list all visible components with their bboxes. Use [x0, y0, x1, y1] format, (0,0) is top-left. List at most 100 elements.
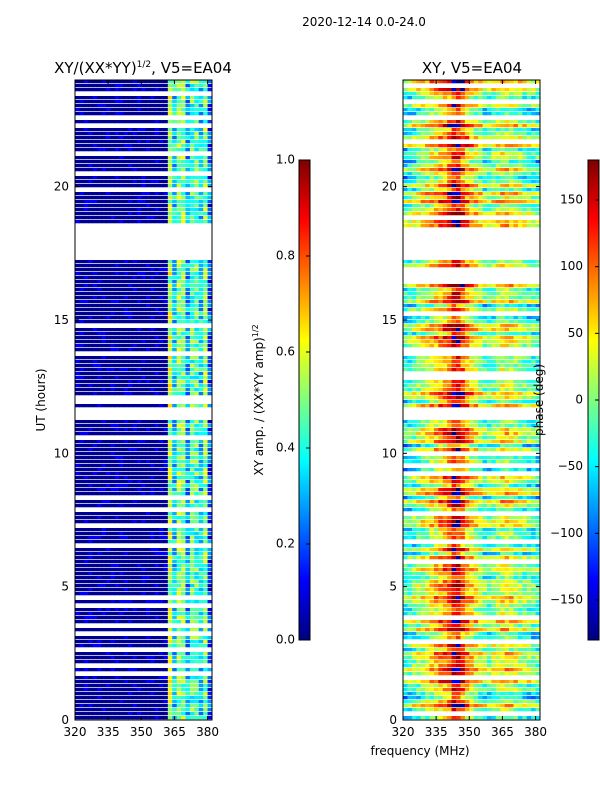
heatmap-cell [460, 572, 466, 576]
heatmap-cell [123, 316, 129, 320]
heatmap-cell [150, 288, 155, 292]
heatmap-cell [403, 624, 408, 628]
heatmap-cell [110, 196, 116, 200]
heatmap-cell [176, 200, 182, 204]
heatmap-cell [136, 192, 142, 196]
heatmap-cell [154, 340, 160, 344]
heatmap-cell [79, 552, 85, 556]
heatmap-cell [478, 624, 483, 628]
heatmap-cell [460, 680, 466, 684]
heatmap-cell [189, 540, 195, 544]
heatmap-cell [198, 212, 204, 216]
heatmap-cell [154, 136, 160, 140]
heatmap-cell [407, 716, 413, 720]
heatmap-cell [486, 696, 492, 700]
heatmap-cell [158, 368, 164, 372]
heatmap-cell [97, 476, 102, 480]
heatmap-cell [207, 440, 213, 444]
heatmap-cell [88, 176, 94, 180]
heatmap-cell [442, 684, 448, 688]
left-ylabel: UT (hours) [34, 368, 48, 431]
heatmap-cell [460, 692, 466, 696]
heatmap-cell [123, 128, 129, 132]
heatmap-cell [88, 688, 94, 692]
heatmap-cell [110, 568, 116, 572]
heatmap-cell [207, 716, 213, 720]
heatmap-cell [101, 184, 107, 188]
heatmap-cell [456, 588, 461, 592]
heatmap-cell [119, 600, 125, 604]
heatmap-cell [75, 168, 80, 172]
heatmap-cell [145, 520, 151, 524]
heatmap-cell [194, 612, 200, 616]
heatmap-cell [172, 444, 178, 448]
heatmap-cell [132, 532, 138, 536]
heatmap-cell [207, 284, 213, 288]
heatmap-cell [176, 548, 182, 552]
heatmap-cell [531, 652, 536, 656]
heatmap-cell [172, 96, 178, 100]
heatmap-cell [88, 620, 94, 624]
heatmap-cell [141, 488, 147, 492]
heatmap-cell [88, 208, 94, 212]
heatmap-cell [83, 576, 89, 580]
heatmap-cell [517, 644, 523, 648]
heatmap-cell [119, 532, 125, 536]
heatmap-cell [189, 448, 195, 452]
heatmap-cell [75, 96, 80, 100]
heatmap-cell [203, 628, 208, 632]
y-tick-label: 5 [61, 580, 69, 594]
heatmap-cell [185, 652, 191, 656]
heatmap-cell [522, 644, 528, 648]
heatmap-cell [128, 572, 133, 576]
heatmap-cell [189, 180, 195, 184]
heatmap-cell [456, 696, 461, 700]
heatmap-cell [136, 88, 142, 92]
heatmap-cell [141, 700, 147, 704]
heatmap-cell [442, 584, 448, 588]
heatmap-cell [198, 136, 204, 140]
heatmap-cell [176, 488, 182, 492]
heatmap-cell [141, 460, 147, 464]
heatmap-cell [105, 712, 111, 716]
heatmap-cell [451, 696, 457, 700]
heatmap-cell [464, 612, 470, 616]
heatmap-cell [189, 680, 195, 684]
heatmap-cell [136, 612, 142, 616]
heatmap-cell [154, 184, 160, 188]
heatmap-cell [176, 148, 182, 152]
heatmap-cell [207, 572, 213, 576]
heatmap-cell [119, 160, 125, 164]
heatmap-cell [123, 668, 129, 672]
heatmap-cell [181, 548, 186, 552]
heatmap-cell [194, 176, 200, 180]
heatmap-cell [522, 608, 528, 612]
heatmap-cell [75, 460, 80, 464]
heatmap-cell [97, 180, 102, 184]
heatmap-cell [79, 680, 85, 684]
heatmap-cell [128, 484, 133, 488]
heatmap-cell [79, 452, 85, 456]
heatmap-cell [92, 164, 98, 168]
heatmap-cell [136, 432, 142, 436]
heatmap-cell [469, 568, 475, 572]
heatmap-cell [158, 364, 164, 368]
heatmap-cell [128, 636, 133, 640]
heatmap-cell [105, 332, 111, 336]
heatmap-cell [181, 180, 186, 184]
heatmap-cell [469, 668, 475, 672]
heatmap-cell [513, 692, 519, 696]
heatmap-cell [203, 572, 208, 576]
heatmap-cell [438, 580, 444, 584]
heatmap-cell [500, 692, 506, 696]
heatmap-cell [132, 316, 138, 320]
heatmap-cell [158, 380, 164, 384]
heatmap-cell [198, 204, 204, 208]
heatmap-cell [154, 704, 160, 708]
heatmap-cell [105, 356, 111, 360]
heatmap-cell [132, 440, 138, 444]
heatmap-cell [172, 216, 178, 220]
heatmap-cell [198, 300, 204, 304]
heatmap-cell [181, 296, 186, 300]
heatmap-cell [203, 532, 208, 536]
